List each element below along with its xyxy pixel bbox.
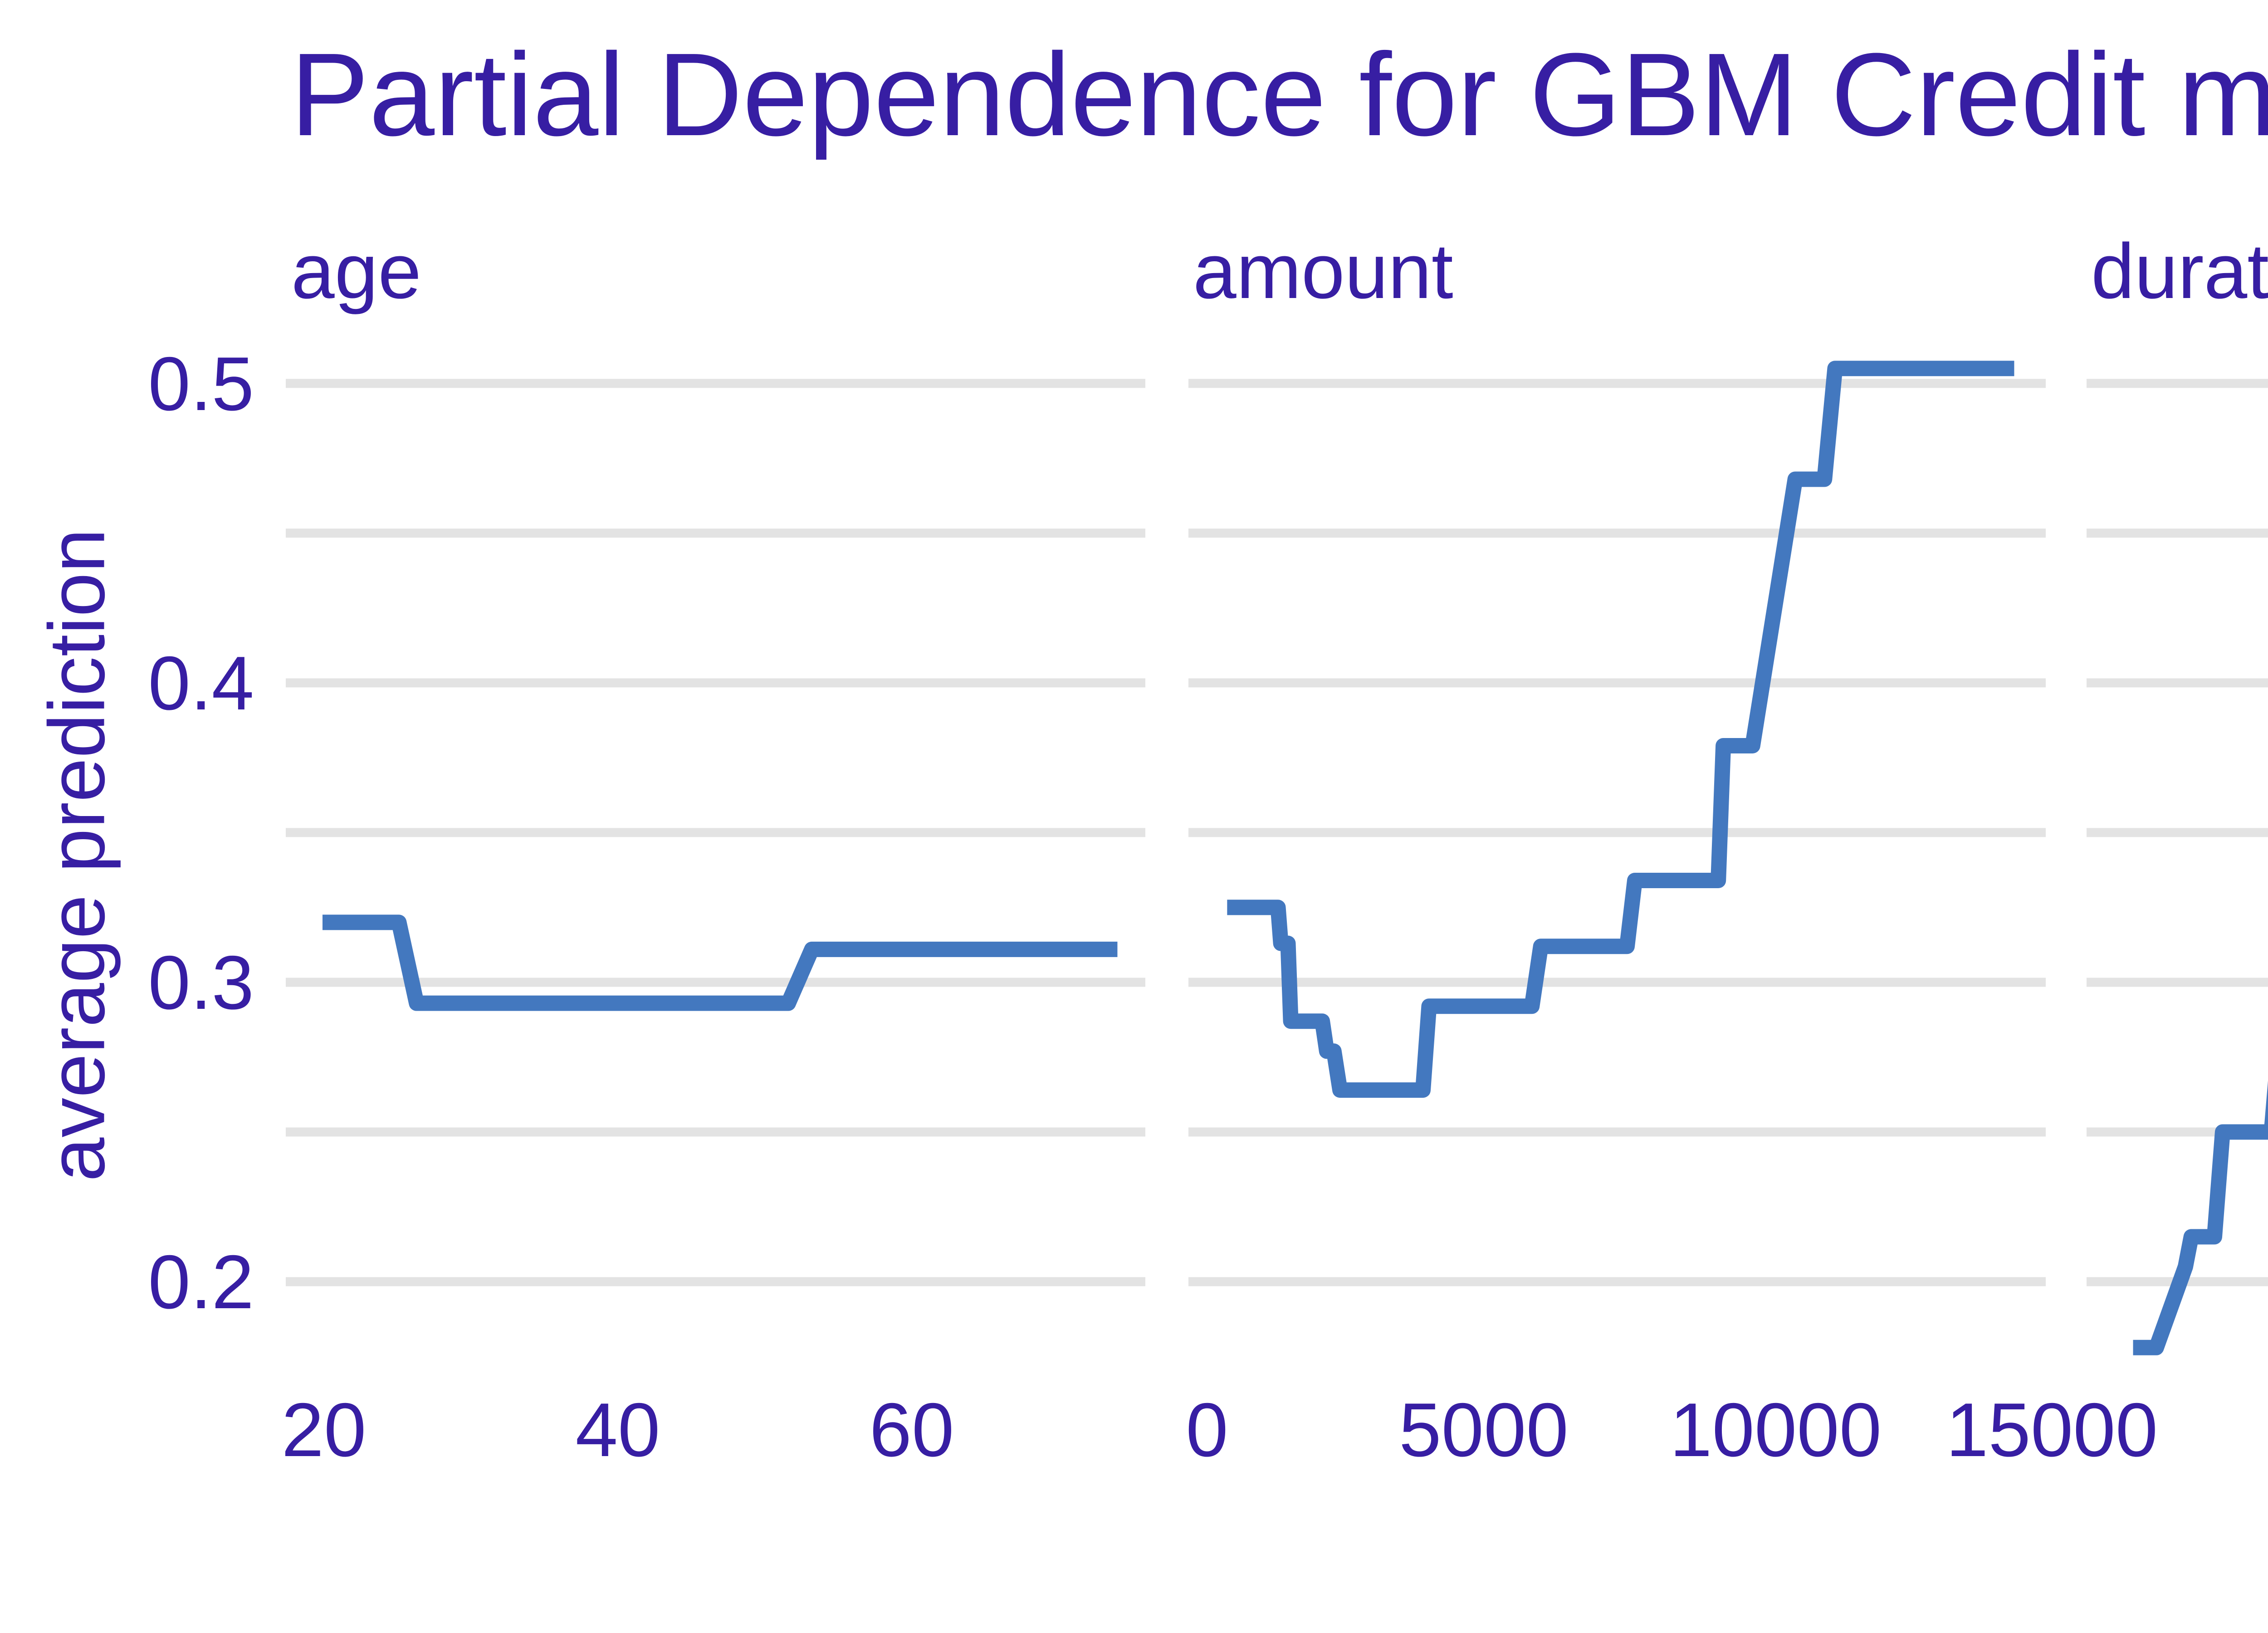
- x-tick-age-60: 60: [869, 1387, 954, 1472]
- x-tick-amount-5000: 5000: [1399, 1387, 1569, 1472]
- y-tick-label-0-2: 0.2: [148, 1239, 254, 1325]
- x-tick-amount-15000: 15000: [1946, 1387, 2158, 1472]
- chart-title: Partial Dependence for GBM Credit model: [290, 29, 2268, 161]
- y-tick-label-0-3: 0.3: [148, 940, 254, 1025]
- pdp-line-amount: [1227, 361, 2014, 1098]
- pdp-line-duration: [2133, 1081, 2268, 1355]
- x-tick-age-20: 20: [281, 1387, 367, 1472]
- x-tick-amount-0: 0: [1186, 1387, 1228, 1472]
- amount-panel-plot: [1188, 361, 2046, 1286]
- y-axis-label: average prediction: [33, 528, 122, 1182]
- pdp-line-age: [322, 914, 1118, 1011]
- y-tick-label-0-4: 0.4: [148, 640, 254, 726]
- panel-title-amount: amount: [1193, 228, 1453, 315]
- y-tick-label-0-5: 0.5: [148, 341, 254, 426]
- age-panel-plot: [286, 379, 1145, 1286]
- x-tick-amount-10000: 10000: [1670, 1387, 1882, 1472]
- panel-title-duration: duration: [2091, 228, 2268, 315]
- x-tick-age-40: 40: [575, 1387, 660, 1472]
- duration-panel-plot: [2087, 379, 2268, 1355]
- x-tick-duration-20: 20: [2229, 1389, 2268, 1471]
- panel-title-age: age: [291, 228, 421, 315]
